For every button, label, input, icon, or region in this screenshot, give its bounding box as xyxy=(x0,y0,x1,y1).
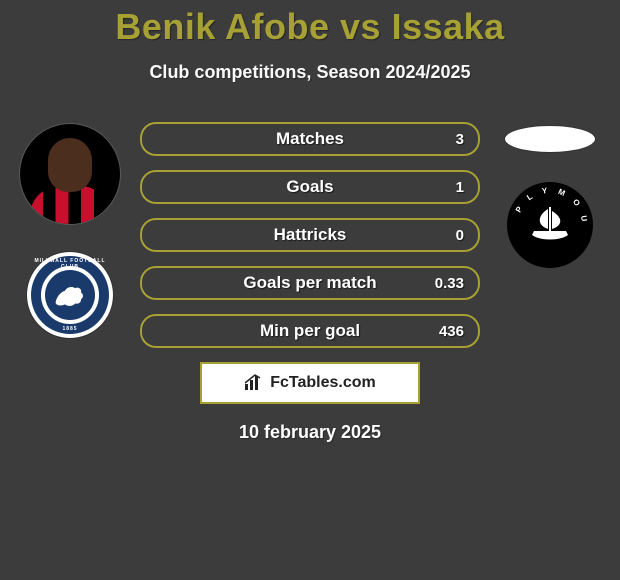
stat-right-value: 3 xyxy=(456,124,464,154)
stat-row-hattricks: Hattricks 0 xyxy=(140,218,480,252)
player1-club-year: 1885 xyxy=(27,326,113,332)
stat-label: Hattricks xyxy=(142,220,478,250)
player2-photo-placeholder xyxy=(505,126,595,152)
page-subtitle: Club competitions, Season 2024/2025 xyxy=(0,62,620,83)
crest-ring-text-icon: P L Y M O U T H xyxy=(507,182,593,268)
branding-label: FcTables.com xyxy=(270,374,376,392)
branding-badge[interactable]: FcTables.com xyxy=(200,362,420,404)
stat-row-matches: Matches 3 xyxy=(140,122,480,156)
svg-text:P L Y M O U T H: P L Y M O U T H xyxy=(507,182,589,226)
stat-label: Goals per match xyxy=(142,268,478,298)
stat-right-value: 436 xyxy=(439,316,464,346)
stat-row-goals: Goals 1 xyxy=(140,170,480,204)
player2-column: P L Y M O U T H xyxy=(500,124,600,268)
stat-right-value: 0 xyxy=(456,220,464,250)
player2-club-crest: P L Y M O U T H xyxy=(507,182,593,268)
stat-label: Matches xyxy=(142,124,478,154)
player1-club-crest: MILLWALL FOOTBALL CLUB 1885 xyxy=(27,252,113,338)
footer-date: 10 february 2025 xyxy=(140,422,480,443)
stat-right-value: 1 xyxy=(456,172,464,202)
stats-column: Matches 3 Goals 1 Hattricks 0 Goals per … xyxy=(140,122,480,443)
stat-row-goals-per-match: Goals per match 0.33 xyxy=(140,266,480,300)
page-title: Benik Afobe vs Issaka xyxy=(0,0,620,48)
stat-label: Min per goal xyxy=(142,316,478,346)
stat-label: Goals xyxy=(142,172,478,202)
lion-icon xyxy=(53,282,87,308)
stat-row-min-per-goal: Min per goal 436 xyxy=(140,314,480,348)
bar-chart-icon xyxy=(244,374,264,392)
player1-column: MILLWALL FOOTBALL CLUB 1885 xyxy=(10,124,130,338)
stat-right-value: 0.33 xyxy=(435,268,464,298)
player1-photo xyxy=(20,124,120,224)
comparison-card: Benik Afobe vs Issaka Club competitions,… xyxy=(0,0,620,580)
player1-club-ring-text: MILLWALL FOOTBALL CLUB xyxy=(27,258,113,270)
